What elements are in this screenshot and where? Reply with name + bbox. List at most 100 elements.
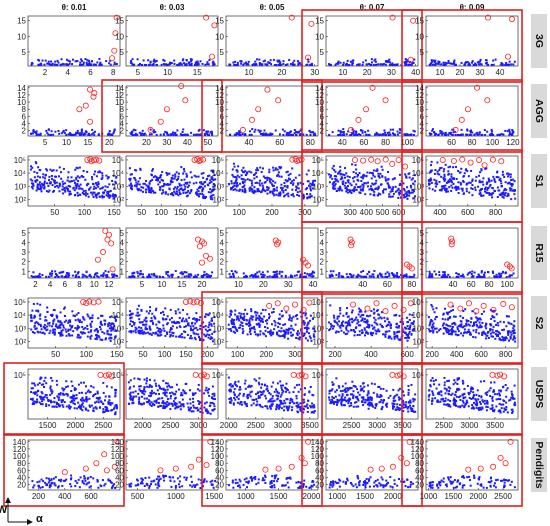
inlier-point [85, 385, 88, 388]
inlier-point [159, 133, 162, 136]
inlier-point [279, 192, 282, 195]
inlier-point [302, 197, 305, 200]
inlier-point [347, 320, 350, 323]
inlier-point [82, 169, 85, 172]
inlier-point [428, 183, 431, 186]
inlier-point [233, 176, 236, 179]
inlier-point [77, 334, 80, 337]
inlier-point [255, 318, 258, 321]
inlier-point [361, 331, 364, 334]
outlier-point [288, 14, 295, 21]
inlier-point [63, 401, 66, 404]
inlier-point [81, 175, 84, 178]
inlier-point [361, 317, 364, 320]
inlier-point [87, 409, 90, 412]
inlier-point [453, 62, 456, 65]
inlier-point [406, 60, 409, 63]
inlier-point [480, 169, 483, 172]
inlier-point [101, 194, 104, 197]
inlier-point [346, 315, 349, 318]
inlier-point [96, 390, 99, 393]
inlier-point [115, 315, 118, 318]
x-tick-label: 100 [155, 208, 169, 217]
inlier-point [57, 186, 60, 189]
inlier-point [207, 175, 210, 178]
inlier-points [328, 304, 416, 342]
inlier-point [332, 270, 335, 273]
inlier-point [261, 63, 264, 66]
inlier-point [250, 317, 253, 320]
inlier-point [438, 273, 441, 276]
y-tick-label: 14 [115, 84, 124, 93]
inlier-point [186, 402, 189, 405]
inlier-point [405, 195, 408, 198]
inlier-point [86, 324, 89, 327]
inlier-point [76, 182, 79, 185]
inlier-point [481, 333, 484, 336]
inlier-point [99, 321, 102, 324]
inlier-point [505, 172, 508, 175]
outlier-points [194, 236, 213, 266]
inlier-point [390, 337, 393, 340]
inlier-point [211, 198, 214, 201]
inlier-point [80, 59, 83, 62]
inlier-point [44, 174, 47, 177]
inlier-point [249, 324, 252, 327]
outlier-points [350, 300, 414, 315]
inlier-point [249, 333, 252, 336]
inlier-point [68, 62, 71, 65]
inlier-point [73, 399, 76, 402]
inlier-point [269, 332, 272, 335]
inlier-point [484, 59, 487, 62]
inlier-point [171, 193, 174, 196]
inlier-point [183, 183, 186, 186]
inlier-point [178, 62, 181, 65]
inlier-point [36, 186, 39, 189]
inlier-point [471, 324, 474, 327]
inlier-point [365, 182, 368, 185]
inlier-point [468, 181, 471, 184]
inlier-point [514, 197, 517, 200]
inlier-point [104, 406, 107, 409]
inlier-point [128, 167, 131, 170]
inlier-point [508, 330, 511, 333]
inlier-point [167, 133, 170, 136]
outlier-point [108, 373, 115, 380]
inlier-point [178, 316, 181, 319]
inlier-point [40, 62, 43, 65]
inlier-point [292, 315, 295, 318]
inlier-point [256, 323, 259, 326]
inlier-point [273, 319, 276, 322]
inlier-point [187, 273, 190, 276]
inlier-point [485, 334, 488, 337]
axes-frame [425, 85, 519, 137]
inlier-point [405, 175, 408, 178]
inlier-points [428, 270, 515, 278]
inlier-point [306, 187, 309, 190]
inlier-point [292, 182, 295, 185]
inlier-point [198, 128, 201, 131]
inlier-point [228, 63, 231, 66]
inlier-point [306, 193, 309, 196]
inlier-point [440, 188, 443, 191]
inlier-point [507, 331, 510, 334]
inlier-point [144, 390, 147, 393]
inlier-point [44, 376, 47, 379]
inlier-point [492, 63, 495, 66]
inlier-point [39, 303, 42, 306]
inlier-point [255, 171, 258, 174]
inlier-point [332, 325, 335, 328]
inlier-point [365, 133, 368, 136]
outlier-point [94, 256, 101, 263]
inlier-point [474, 63, 477, 66]
inlier-point [429, 170, 432, 173]
y-tick-label: 10² [14, 195, 26, 204]
inlier-point [260, 182, 263, 185]
inlier-point [347, 181, 350, 184]
inlier-point [248, 187, 251, 190]
inlier-point [445, 330, 448, 333]
x-tick-label: 2000 [66, 421, 84, 430]
inlier-point [239, 314, 242, 317]
inlier-point [214, 178, 217, 181]
inlier-point [130, 61, 133, 64]
